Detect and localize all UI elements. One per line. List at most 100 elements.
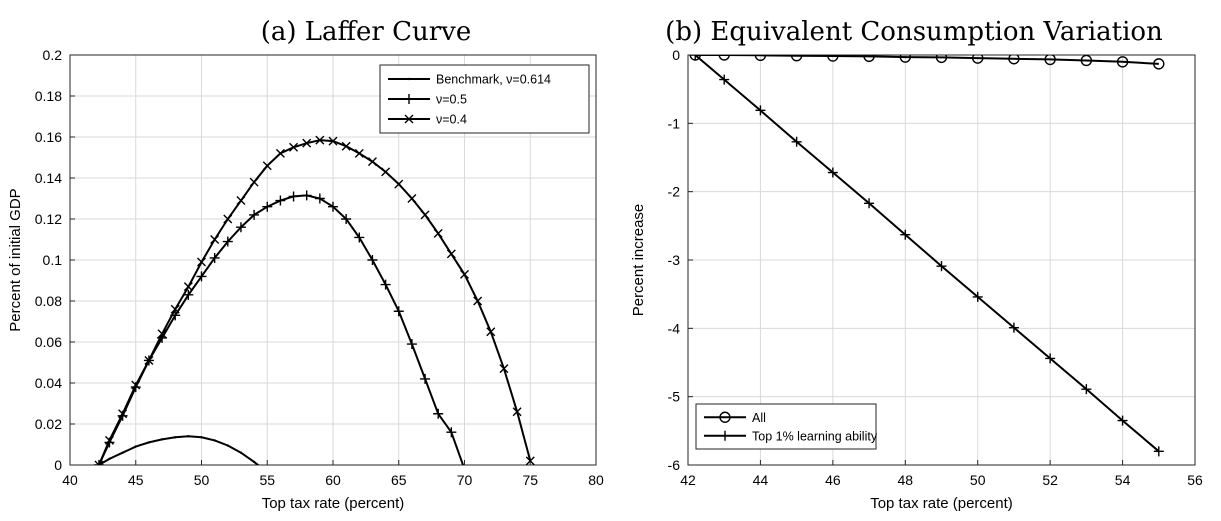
x-tick-label: 44 bbox=[753, 472, 769, 488]
y-tick-label: -2 bbox=[668, 184, 681, 200]
data-point bbox=[827, 55, 839, 62]
x-tick-label: 45 bbox=[128, 472, 144, 488]
data-point bbox=[187, 435, 190, 438]
x-tick-label: 52 bbox=[1042, 472, 1058, 488]
y-axis-label: Percent increase bbox=[630, 204, 647, 317]
legend-marker bbox=[720, 430, 730, 441]
data-point bbox=[791, 136, 802, 147]
x-tick-label: 70 bbox=[457, 472, 473, 488]
legend-label: ν=0.5 bbox=[436, 93, 467, 107]
data-point bbox=[174, 436, 177, 439]
data-point bbox=[473, 296, 483, 306]
data-point bbox=[249, 177, 259, 187]
data-point bbox=[104, 435, 114, 445]
data-point bbox=[222, 236, 233, 247]
data-point bbox=[420, 210, 430, 220]
y-tick-label: -5 bbox=[668, 389, 681, 405]
data-point bbox=[900, 229, 911, 240]
data-point bbox=[249, 209, 260, 220]
data-point bbox=[1045, 353, 1056, 364]
data-point bbox=[170, 304, 180, 314]
data-point bbox=[1153, 58, 1165, 70]
chart-title: (a) Laffer Curve bbox=[261, 17, 472, 47]
y-tick-label: 0.18 bbox=[35, 88, 62, 104]
data-point bbox=[420, 373, 431, 384]
data-point bbox=[301, 190, 312, 201]
data-point bbox=[755, 105, 766, 116]
data-point bbox=[935, 55, 948, 64]
y-tick-label: 0.16 bbox=[35, 129, 62, 145]
data-point bbox=[406, 339, 417, 350]
plot-frame bbox=[687, 54, 1196, 466]
legend-marker bbox=[404, 94, 414, 104]
data-point bbox=[209, 252, 220, 263]
data-point bbox=[972, 55, 984, 64]
x-tick-label: 40 bbox=[62, 472, 78, 488]
x-tick-label: 50 bbox=[194, 472, 210, 488]
y-tick-label: 0.14 bbox=[35, 170, 62, 186]
data-point bbox=[719, 74, 730, 85]
x-tick-label: 42 bbox=[680, 472, 696, 488]
data-point bbox=[1081, 384, 1092, 395]
legend-label: All bbox=[752, 411, 766, 425]
data-point bbox=[486, 327, 496, 337]
series-group bbox=[93, 135, 535, 465]
legend-marker bbox=[719, 411, 731, 423]
data-point bbox=[863, 55, 875, 63]
y-tick-label: -1 bbox=[668, 115, 681, 131]
data-point bbox=[108, 457, 111, 461]
y-tick-label: 0.12 bbox=[35, 211, 62, 227]
y-tick-label: 0 bbox=[54, 457, 62, 473]
series-line bbox=[695, 55, 1159, 65]
data-point bbox=[1116, 56, 1129, 68]
y-tick-label: 0.2 bbox=[43, 47, 63, 63]
data-point bbox=[262, 161, 272, 171]
data-point bbox=[1008, 322, 1019, 333]
data-point bbox=[131, 380, 141, 390]
data-point bbox=[275, 195, 286, 206]
data-point bbox=[381, 167, 391, 177]
data-point bbox=[380, 279, 391, 290]
x-tick-label: 54 bbox=[1115, 472, 1131, 488]
data-point bbox=[302, 138, 312, 148]
data-point bbox=[512, 407, 522, 417]
x-axis-label: Top tax rate (percent) bbox=[262, 495, 405, 512]
data-point bbox=[341, 141, 351, 151]
consumption-variation-chart: 42 44 46 48 50 52 54 56 -6 -5 -4 -3 -2 -1 0(b) Equival… bbox=[630, 17, 1203, 512]
data-point bbox=[314, 193, 325, 204]
data-point bbox=[223, 214, 233, 224]
x-tick-label: 75 bbox=[522, 472, 538, 488]
data-point bbox=[367, 157, 377, 167]
series-line bbox=[97, 139, 532, 465]
data-point bbox=[754, 55, 767, 62]
data-point bbox=[328, 136, 338, 146]
x-tick-label: 60 bbox=[325, 472, 341, 488]
chart-title: (b) Equivalent Consumption Variation bbox=[665, 17, 1163, 47]
data-point bbox=[121, 451, 124, 454]
data-point bbox=[1044, 55, 1056, 66]
data-point bbox=[354, 148, 364, 158]
data-point bbox=[157, 329, 167, 339]
data-point bbox=[160, 438, 164, 441]
data-point bbox=[328, 201, 338, 212]
series-line bbox=[97, 194, 465, 465]
data-point bbox=[341, 214, 352, 224]
data-point bbox=[93, 460, 104, 465]
legend-marker bbox=[404, 114, 414, 124]
data-point bbox=[1117, 415, 1128, 426]
data-point bbox=[210, 235, 220, 244]
series-line bbox=[98, 435, 260, 465]
data-point bbox=[236, 196, 246, 206]
data-point bbox=[936, 261, 947, 272]
data-point bbox=[460, 269, 469, 279]
y-tick-label: 0.04 bbox=[35, 375, 62, 391]
y-tick-label: -6 bbox=[668, 457, 681, 473]
x-tick-label: 50 bbox=[970, 472, 986, 488]
legend-box bbox=[695, 403, 877, 450]
y-tick-label: 0.02 bbox=[35, 416, 62, 432]
data-point bbox=[118, 409, 128, 419]
data-point bbox=[134, 445, 137, 448]
data-point bbox=[790, 55, 803, 62]
data-point bbox=[239, 451, 243, 454]
